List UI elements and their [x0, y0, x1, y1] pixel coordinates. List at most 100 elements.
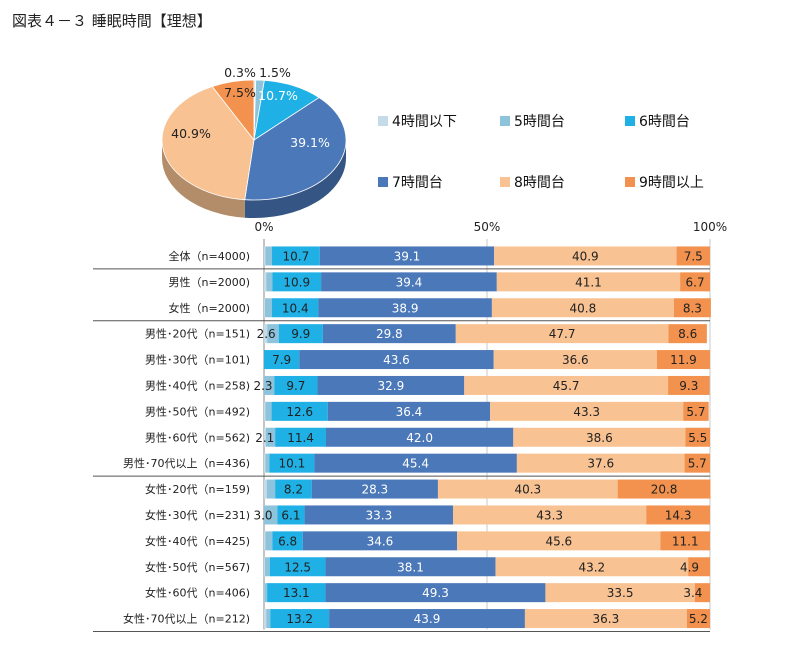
bar-segment-7時間台 — [314, 453, 517, 473]
data-label-5時間台: 2.1 — [255, 431, 274, 445]
bar-segment-6時間台 — [269, 453, 315, 473]
row-label: 女性･50代（n=567) — [145, 560, 250, 574]
data-label-7時間台: 29.8 — [376, 327, 403, 341]
data-label-6時間台: 9.9 — [291, 327, 310, 341]
bar-segment-5時間台 — [266, 609, 271, 629]
row-label: 男性･60代（n=562) — [145, 430, 250, 444]
bar-segment-6時間台 — [269, 557, 326, 577]
pie-slice-9時間以上 — [211, 79, 255, 142]
bar-segment-9時間以上 — [684, 453, 710, 473]
data-label-8時間台: 36.6 — [562, 353, 589, 367]
bar-segment-9時間以上 — [668, 324, 707, 344]
bar-segment-4時間以下 — [264, 453, 266, 473]
bar-segment-7時間台 — [325, 583, 546, 603]
row-label: 男性･50代（n=492) — [145, 404, 250, 418]
legend-swatch-9時間以上 — [625, 177, 635, 187]
row-label: 女性･20代（n=159) — [145, 482, 250, 496]
bar-segment-8時間台 — [524, 609, 687, 629]
page-title: 図表４－３ 睡眠時間【理想】 — [12, 12, 212, 30]
data-label-8時間台: 45.6 — [545, 534, 572, 548]
data-label-9時間以上: 3.4 — [683, 586, 702, 600]
bar-segment-4時間以下 — [264, 298, 265, 318]
bar-segment-6時間台 — [275, 427, 326, 447]
data-label-8時間台: 41.1 — [575, 275, 602, 289]
bar-segment-7時間台 — [311, 479, 438, 499]
legend-label-9時間以上: 9時間以上 — [639, 175, 704, 191]
bar-segment-4時間以下 — [264, 427, 266, 447]
data-label-7時間台: 43.6 — [383, 353, 410, 367]
bar-segment-8時間台 — [513, 427, 686, 447]
data-label-8時間台: 36.3 — [592, 612, 619, 626]
bar-segment-4時間以下 — [264, 609, 267, 629]
bar-segment-6時間台 — [274, 375, 318, 395]
bar-segment-5時間台 — [264, 298, 273, 318]
pie-label-9時間以上: 7.5% — [224, 85, 256, 100]
data-label-8時間台: 37.6 — [587, 457, 614, 471]
data-label-9時間以上: 11.1 — [672, 534, 699, 548]
bar-segment-6時間台 — [275, 479, 312, 499]
pie-label-8時間台: 40.9% — [171, 126, 211, 141]
bar-segment-5時間台 — [265, 401, 272, 421]
row-label: 男性（n=2000) — [169, 275, 250, 289]
bar-segment-6時間台 — [267, 583, 326, 603]
bar-segment-5時間台 — [265, 427, 276, 447]
data-label-6時間台: 6.8 — [278, 534, 297, 548]
bar-segment-6時間台 — [264, 350, 300, 370]
data-label-7時間台: 33.3 — [365, 508, 392, 522]
data-label-9時間以上: 8.6 — [678, 327, 697, 341]
bar-segment-9時間以上 — [676, 246, 710, 266]
bar-segment-5時間台 — [264, 375, 275, 395]
data-label-7時間台: 34.6 — [367, 534, 394, 548]
pie-side-7時間台 — [244, 140, 346, 219]
legend-label-8時間台: 8時間台 — [514, 175, 565, 191]
bar-segment-4時間以下 — [264, 557, 265, 577]
bar-segment-6時間台 — [277, 505, 305, 525]
data-label-9時間以上: 6.7 — [686, 275, 705, 289]
data-label-9時間以上: 4.9 — [680, 560, 699, 574]
legend-swatch-8時間台 — [500, 177, 510, 187]
bar-segment-7時間台 — [325, 427, 514, 447]
data-label-9時間以上: 8.3 — [683, 301, 702, 315]
bar-segment-8時間台 — [491, 298, 674, 318]
data-label-7時間台: 28.3 — [361, 483, 388, 497]
data-label-7時間台: 43.9 — [414, 612, 441, 626]
bar-segment-8時間台 — [437, 479, 618, 499]
row-label: 全体（n=4000) — [169, 249, 250, 263]
data-label-7時間台: 42.0 — [406, 431, 433, 445]
data-label-7時間台: 38.1 — [397, 560, 424, 574]
bar-segment-7時間台 — [318, 298, 492, 318]
bar-segment-4時間以下 — [264, 246, 266, 266]
bar-segment-9時間以上 — [668, 375, 710, 395]
bar-segment-6時間台 — [271, 401, 328, 421]
bar-segment-5時間台 — [265, 531, 273, 551]
bar-segment-7時間台 — [302, 531, 458, 551]
bar-segment-7時間台 — [317, 375, 465, 395]
bar-segment-4時間以下 — [264, 324, 268, 344]
bar-segment-5時間台 — [267, 324, 279, 344]
bar-segment-7時間台 — [304, 505, 454, 525]
data-label-8時間台: 45.7 — [553, 379, 580, 393]
stacked-bar-chart: 0% 50% 100% 全体（n=4000) 10.7 39.1 40.9 7.5 男性（n=2… — [93, 220, 727, 632]
data-label-6時間台: 13.1 — [283, 586, 310, 600]
data-label-9時間以上: 5.7 — [686, 405, 705, 419]
data-label-8時間台: 43.3 — [573, 405, 600, 419]
bar-segment-6時間台 — [272, 246, 320, 266]
data-label-7時間台: 45.4 — [402, 457, 429, 471]
data-label-6時間台: 12.6 — [286, 405, 313, 419]
bar-segment-4時間以下 — [264, 401, 266, 421]
bar-segment-5時間台 — [266, 272, 273, 292]
data-label-6時間台: 13.2 — [286, 612, 313, 626]
data-label-5時間台: 2.3 — [253, 379, 272, 393]
data-label-8時間台: 40.9 — [572, 249, 599, 263]
data-label-9時間以上: 5.7 — [688, 457, 707, 471]
bar-segment-8時間台 — [455, 324, 669, 344]
bar-segment-6時間台 — [270, 609, 330, 629]
bar-segment-9時間以上 — [685, 427, 710, 447]
bar-segment-7時間台 — [322, 324, 456, 344]
bar-segment-9時間以上 — [688, 557, 710, 577]
bar-segment-8時間台 — [495, 557, 689, 577]
data-label-5時間台: 2.6 — [257, 327, 276, 341]
data-label-7時間台: 38.9 — [392, 301, 419, 315]
data-label-7時間台: 49.3 — [422, 586, 449, 600]
legend-label-4時間以下: 4時間以下 — [392, 114, 457, 130]
